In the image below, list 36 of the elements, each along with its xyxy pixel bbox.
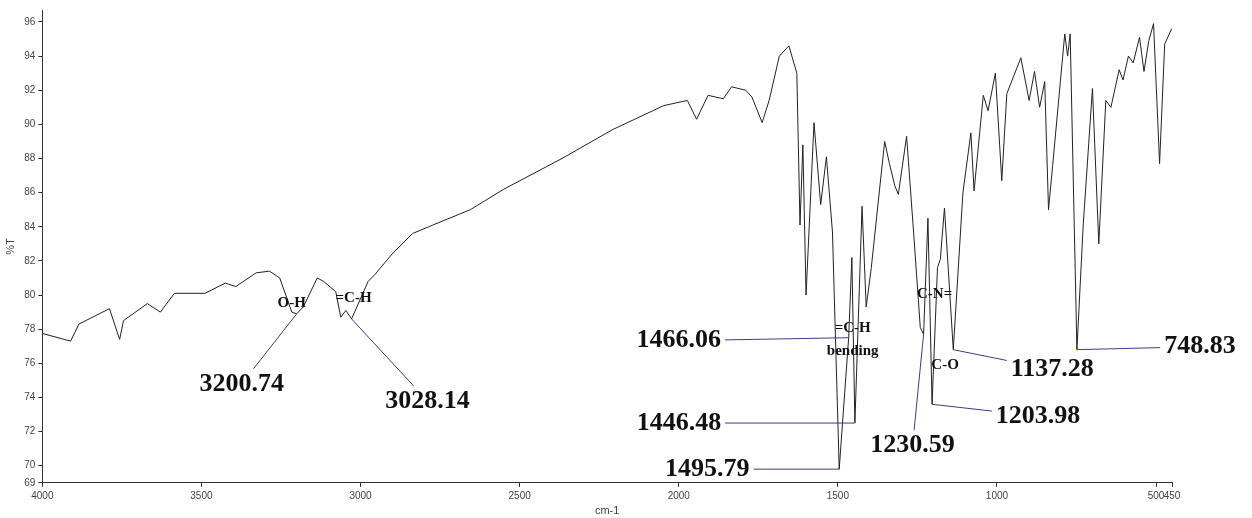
x-tick-label: 450	[1163, 489, 1181, 501]
x-axis-title: cm-1	[594, 504, 620, 517]
y-tick-label: 76	[24, 357, 36, 369]
annotation: 3200.74	[199, 367, 284, 397]
y-tick-label: 90	[24, 118, 36, 130]
annotation: 1203.98	[995, 400, 1081, 429]
y-tick-label: 82	[24, 254, 36, 266]
y-tick-label: 69	[24, 476, 36, 488]
y-tick-label: 84	[24, 220, 36, 232]
y-tick-label: 80	[24, 288, 36, 300]
x-tick-label: 2500	[508, 489, 532, 501]
y-tick-label: 92	[24, 83, 36, 95]
x-tick-label: 4000	[31, 489, 54, 501]
annotation: 1230.59	[870, 429, 955, 459]
annotation: O-H	[277, 293, 307, 310]
y-tick-label: 96	[24, 15, 36, 27]
y-tick-label: 88	[24, 152, 36, 164]
x-tick-label: 1500	[826, 489, 850, 501]
y-tick-label: 72	[24, 425, 36, 437]
y-axis-title: %T	[3, 237, 16, 255]
annotation: 748.83	[1164, 330, 1236, 360]
y-tick-label: 70	[24, 459, 36, 471]
x-tick-label: 1000	[985, 489, 1009, 501]
y-tick-label: 86	[24, 186, 36, 198]
y-tick-label: 94	[24, 49, 36, 61]
y-tick-label: 74	[24, 391, 36, 403]
annotation: 3028.14	[385, 384, 470, 414]
x-tick-label: 3500	[190, 489, 213, 501]
x-tick-label: 2000	[667, 489, 691, 501]
x-tick-label: 3000	[349, 489, 373, 501]
y-tick-label: 78	[24, 322, 36, 334]
annotation: 1446.48	[636, 406, 722, 436]
annotation: 1466.06	[636, 324, 721, 354]
x-tick-label: 500	[1147, 489, 1165, 501]
annotation: 1495.79	[664, 452, 750, 482]
annotation: 1137.28	[1010, 353, 1094, 383]
